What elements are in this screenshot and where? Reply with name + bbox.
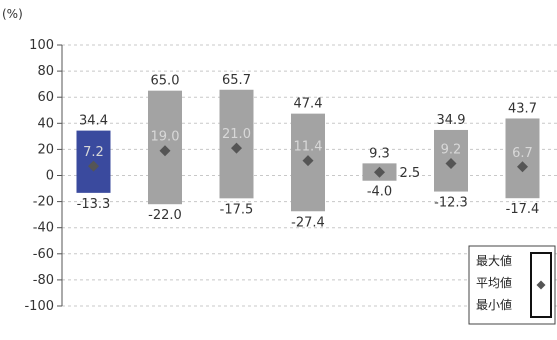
series-item: 65.0 -22.0 19.0 xyxy=(148,74,182,223)
average-marker xyxy=(374,166,385,178)
average-value-label: 19.0 xyxy=(151,130,180,145)
y-tick-label: 60 xyxy=(37,90,54,105)
average-value-label: 9.2 xyxy=(441,142,462,157)
min-value-label: -22.0 xyxy=(148,208,182,223)
y-tick-label: 80 xyxy=(37,64,54,79)
y-tick-label: 40 xyxy=(37,116,54,131)
max-value-label: 47.4 xyxy=(294,97,323,112)
y-axis: (%) 100 80 60 40 20 0 -20 -40 -60 -80 -100 xyxy=(2,7,63,314)
min-value-label: -17.4 xyxy=(506,202,540,217)
y-tick-label: 20 xyxy=(37,142,54,157)
min-value-label: -13.3 xyxy=(77,197,111,212)
series-item: 9.3 -4.0 2.5 xyxy=(362,146,421,200)
y-tick-label: 100 xyxy=(29,38,54,53)
range-bar xyxy=(505,118,540,199)
y-tick-label: 0 xyxy=(46,169,54,184)
y-tick-label: -80 xyxy=(33,273,54,288)
average-marker xyxy=(445,157,457,169)
average-value-label: 7.2 xyxy=(83,145,104,160)
min-value-label: -12.3 xyxy=(434,196,468,211)
series-group: 34.4 -13.3 7.2 65.0 -22.0 19.0 65.7 -17.5 21.0 47… xyxy=(76,73,540,230)
series-item: 34.9 -12.3 9.2 xyxy=(434,113,468,211)
min-value-label: -17.5 xyxy=(220,202,254,217)
min-value-label: -4.0 xyxy=(367,185,392,200)
legend-item-label: 最小値 xyxy=(476,297,512,312)
max-value-label: 65.0 xyxy=(151,74,180,89)
series-item: 43.7 -17.4 6.7 xyxy=(505,101,540,217)
average-marker xyxy=(231,142,242,154)
min-value-label: -27.4 xyxy=(291,215,325,230)
average-marker xyxy=(88,160,99,172)
y-tick-label: -40 xyxy=(33,221,54,236)
series-item: 34.4 -13.3 7.2 xyxy=(76,114,111,212)
average-value-label: 21.0 xyxy=(222,127,251,142)
legend-average-marker xyxy=(536,280,546,290)
max-value-label: 34.9 xyxy=(437,113,466,128)
average-marker xyxy=(302,155,314,167)
legend-item-label: 平均値 xyxy=(476,275,512,290)
average-marker xyxy=(517,161,528,173)
y-tick-label: -100 xyxy=(24,299,54,314)
series-item: 47.4 -27.4 11.4 xyxy=(291,97,325,230)
max-value-label: 43.7 xyxy=(508,101,537,116)
y-tick-label: -60 xyxy=(33,247,54,262)
max-value-label: 9.3 xyxy=(369,146,390,161)
average-marker xyxy=(159,145,171,157)
max-value-label: 34.4 xyxy=(79,114,108,129)
series-item: 65.7 -17.5 21.0 xyxy=(219,73,254,217)
y-tick-label: -20 xyxy=(33,195,54,210)
average-value-label: 2.5 xyxy=(400,166,421,181)
average-value-label: 11.4 xyxy=(294,140,323,155)
average-value-label: 6.7 xyxy=(512,146,533,161)
max-value-label: 65.7 xyxy=(222,73,251,88)
y-unit-label: (%) xyxy=(2,7,23,21)
legend-item-label: 最大値 xyxy=(476,253,512,268)
